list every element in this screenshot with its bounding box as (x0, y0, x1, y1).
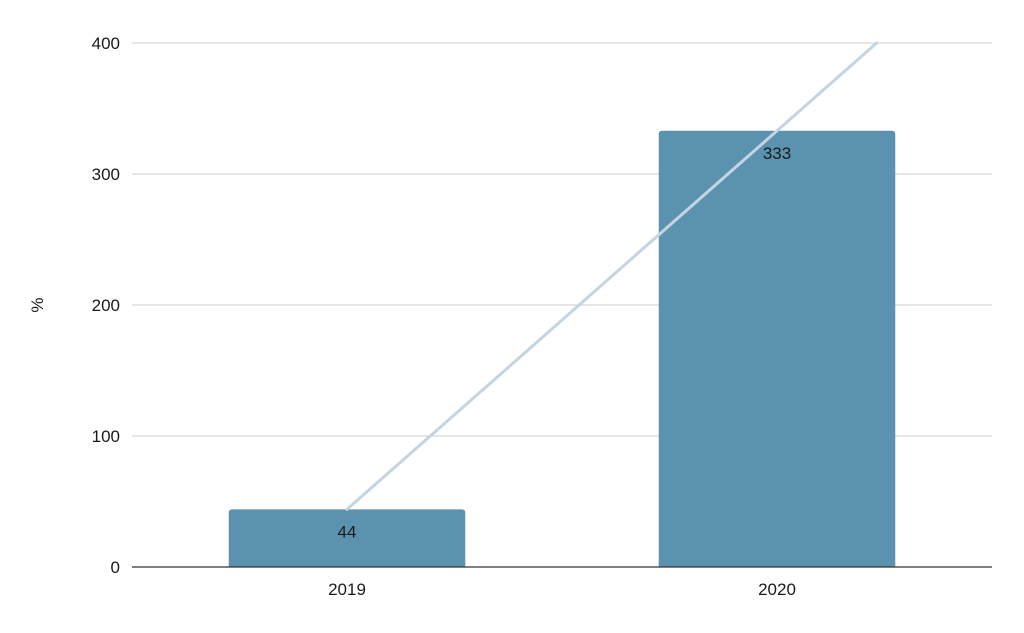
bar-2019 (228, 509, 466, 567)
trendline (345, 41, 879, 511)
bar-2020 (658, 130, 896, 567)
y-tick-label: 100 (92, 427, 120, 446)
x-tick-label: 2019 (328, 580, 366, 599)
y-tick-label: 200 (92, 296, 120, 315)
bars (228, 130, 896, 567)
data-labels: 44 333 (338, 144, 792, 542)
data-label: 44 (338, 522, 357, 541)
y-tick-label: 300 (92, 165, 120, 184)
axes: 0 100 200 300 400 2019 2020 (92, 34, 992, 599)
y-axis-title: % (28, 297, 47, 312)
y-tick-label: 0 (111, 558, 120, 577)
y-tick-label: 400 (92, 34, 120, 53)
x-tick-label: 2020 (758, 580, 796, 599)
bar-base-2020 (658, 563, 896, 567)
trendline-line (345, 41, 879, 511)
data-label: 333 (763, 144, 791, 163)
bar-base-2019 (228, 563, 466, 567)
